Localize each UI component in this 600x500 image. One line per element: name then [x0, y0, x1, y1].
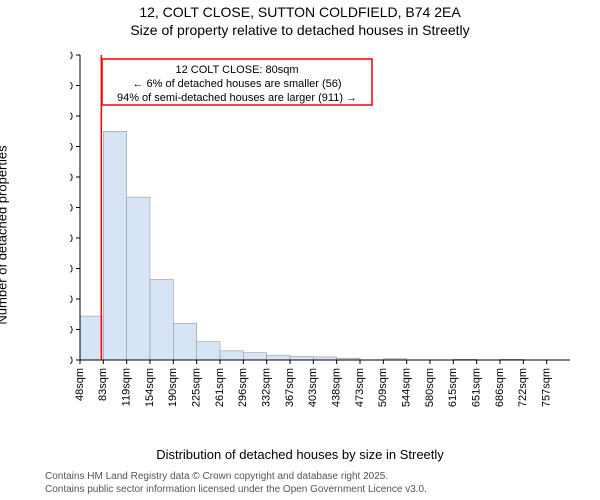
- attribution-line-1: Contains HM Land Registry data © Crown c…: [45, 471, 388, 482]
- histogram-bar: [103, 131, 126, 360]
- x-tick-label: 651sqm: [471, 368, 483, 407]
- y-tick-label: 100: [70, 294, 73, 306]
- histogram-bar: [290, 356, 313, 360]
- x-tick-label: 296sqm: [237, 368, 249, 407]
- x-tick-label: 509sqm: [377, 368, 389, 407]
- histogram-bar: [220, 351, 243, 360]
- x-tick-label: 332sqm: [261, 368, 273, 407]
- y-tick-label: 200: [70, 233, 73, 245]
- x-tick-label: 225sqm: [191, 368, 203, 407]
- histogram-bar: [267, 355, 290, 360]
- y-axis-label: Number of detached properties: [0, 56, 10, 235]
- y-tick-label: 0: [70, 355, 73, 367]
- x-tick-label: 190sqm: [167, 368, 179, 407]
- attribution-line-2: Contains public sector information licen…: [45, 484, 427, 495]
- annotation-line: 94% of semi-detached houses are larger (…: [117, 92, 357, 104]
- x-tick-label: 722sqm: [517, 368, 529, 407]
- property-size-histogram: 12, COLT CLOSE, SUTTON COLDFIELD, B74 2E…: [0, 0, 600, 500]
- x-tick-label: 48sqm: [74, 368, 86, 401]
- y-tick-label: 450: [70, 81, 73, 93]
- x-tick-label: 119sqm: [121, 368, 133, 406]
- x-axis-label: Distribution of detached houses by size …: [0, 447, 600, 462]
- y-tick-label: 150: [70, 264, 73, 276]
- annotation-line: ← 6% of detached houses are smaller (56): [132, 78, 341, 90]
- x-tick-label: 154sqm: [144, 368, 156, 407]
- y-tick-label: 50: [70, 325, 73, 337]
- y-tick-label: 350: [70, 142, 73, 154]
- chart-title-sub: Size of property relative to detached ho…: [0, 22, 600, 38]
- x-tick-label: 83sqm: [97, 368, 109, 401]
- x-tick-label: 757sqm: [541, 368, 553, 407]
- y-tick-label: 300: [70, 172, 73, 184]
- x-tick-label: 580sqm: [424, 368, 436, 407]
- y-tick-label: 500: [70, 50, 73, 62]
- x-tick-label: 544sqm: [401, 368, 413, 407]
- x-tick-label: 473sqm: [354, 368, 366, 407]
- histogram-bar: [80, 316, 103, 360]
- histogram-bar: [150, 279, 173, 360]
- x-tick-label: 438sqm: [331, 368, 343, 407]
- histogram-bar: [173, 323, 196, 360]
- x-tick-label: 261sqm: [214, 368, 226, 407]
- histogram-bar: [243, 353, 266, 360]
- x-tick-label: 615sqm: [447, 368, 459, 407]
- histogram-bar: [127, 197, 150, 360]
- chart-title-main: 12, COLT CLOSE, SUTTON COLDFIELD, B74 2E…: [0, 4, 600, 20]
- y-tick-label: 400: [70, 111, 73, 123]
- attribution-text: Contains HM Land Registry data © Crown c…: [45, 470, 427, 496]
- x-tick-label: 367sqm: [284, 368, 296, 407]
- x-tick-label: 403sqm: [307, 368, 319, 407]
- histogram-bar: [197, 342, 220, 360]
- plot-area: 0 50 100 150 200 250 300 350 400 450 500 48sqm 83sqm…: [70, 45, 580, 415]
- annotation-line: 12 COLT CLOSE: 80sqm: [175, 64, 298, 76]
- x-tick-label: 686sqm: [494, 368, 506, 407]
- y-tick-label: 250: [70, 203, 73, 215]
